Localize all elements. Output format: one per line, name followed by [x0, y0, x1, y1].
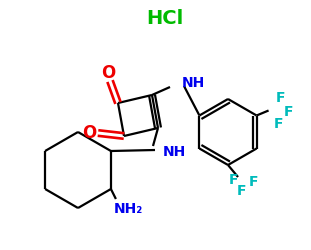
Text: F: F: [284, 104, 293, 118]
Text: NH: NH: [163, 145, 186, 159]
Text: F: F: [237, 184, 247, 198]
Text: O: O: [101, 64, 115, 82]
Text: F: F: [229, 173, 239, 187]
Text: HCl: HCl: [146, 8, 183, 28]
Text: O: O: [82, 124, 96, 142]
Text: F: F: [249, 175, 259, 189]
Text: F: F: [276, 92, 285, 106]
Text: F: F: [274, 116, 283, 130]
Text: NH₂: NH₂: [114, 202, 143, 216]
Text: NH: NH: [182, 76, 205, 90]
